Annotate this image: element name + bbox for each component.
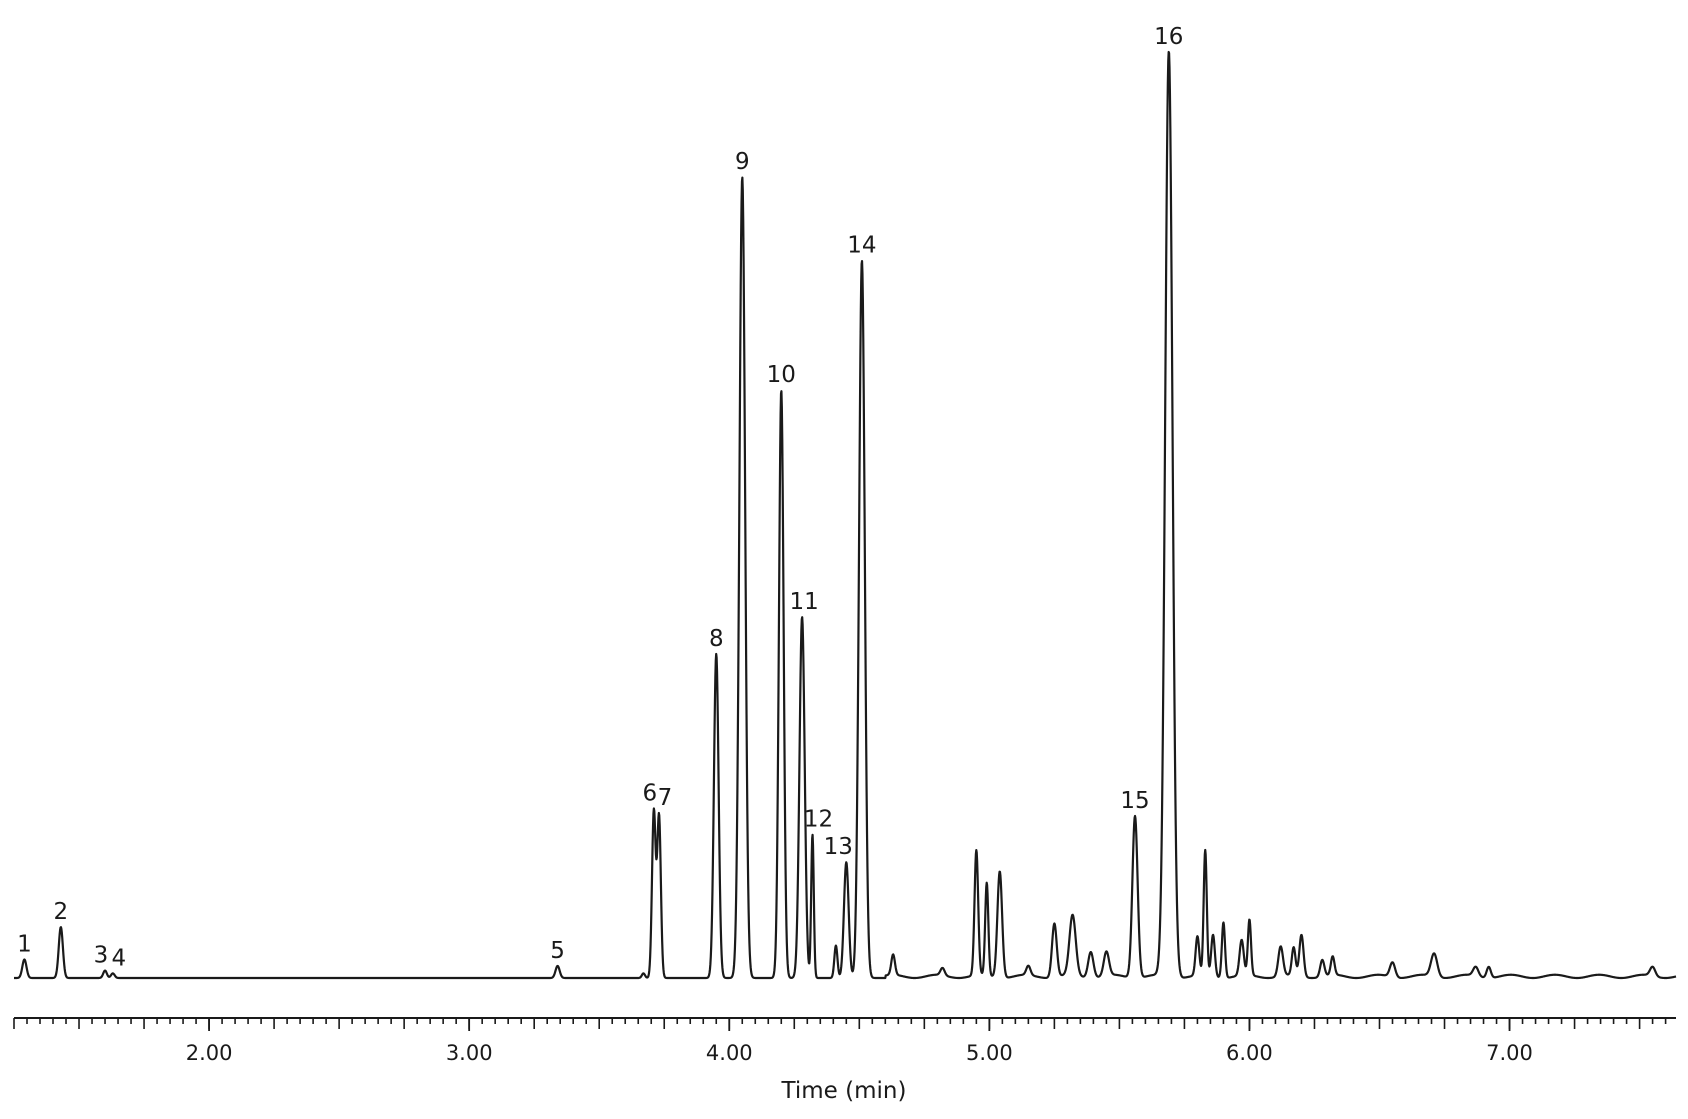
x-tick-label: 6.00 xyxy=(1226,1041,1273,1065)
peak-label-4: 4 xyxy=(111,945,126,971)
peak-label-16: 16 xyxy=(1154,24,1183,50)
peak-label-9: 9 xyxy=(735,149,750,175)
peak-label-3: 3 xyxy=(94,943,109,969)
peak-label-14: 14 xyxy=(847,232,876,258)
x-tick-label: 3.00 xyxy=(446,1041,493,1065)
x-tick-label: 7.00 xyxy=(1486,1041,1533,1065)
peak-label-10: 10 xyxy=(767,362,796,388)
peak-label-11: 11 xyxy=(789,589,818,615)
chromatogram-trace xyxy=(13,50,1677,980)
x-axis: 2.00 3.00 4.00 5.00 6.00 7.00 xyxy=(13,1017,1676,1065)
peak-label-6: 6 xyxy=(642,781,657,807)
peak-label-15: 15 xyxy=(1120,788,1149,814)
plot-area xyxy=(13,50,1677,980)
peak-label-7: 7 xyxy=(658,785,673,811)
x-tick-label: 4.00 xyxy=(706,1041,753,1065)
x-axis-title: Time (min) xyxy=(781,1078,907,1104)
peak-label-1: 1 xyxy=(17,932,32,958)
peak-label-5: 5 xyxy=(550,938,565,964)
peak-label-13: 13 xyxy=(824,834,853,860)
peak-label-8: 8 xyxy=(709,626,724,652)
x-tick-label: 2.00 xyxy=(186,1041,233,1065)
x-tick-label: 5.00 xyxy=(966,1041,1013,1065)
peak-label-12: 12 xyxy=(804,806,833,832)
peak-label-2: 2 xyxy=(53,899,68,925)
